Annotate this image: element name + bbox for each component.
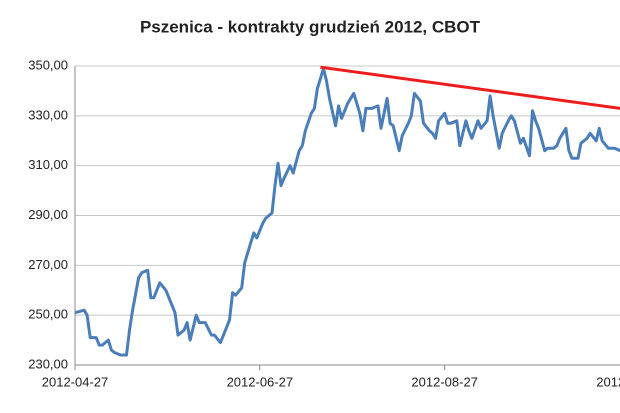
y-tick-label: 290,00	[28, 207, 68, 222]
trend-line	[320, 65, 620, 110]
x-tick-label: 2012-04-27	[42, 374, 109, 389]
y-tick-label: 270,00	[28, 257, 68, 272]
x-tick-label: 2012-06-27	[227, 374, 294, 389]
y-tick-label: 330,00	[28, 107, 68, 122]
y-tick-label: 350,00	[28, 57, 68, 72]
y-tick-label: 230,00	[28, 356, 68, 371]
x-tick-label: 2012-08-27	[411, 374, 478, 389]
y-tick-label: 310,00	[28, 157, 68, 172]
y-tick-label: 250,00	[28, 307, 68, 322]
x-tick-label: 2012-10-27	[596, 374, 620, 389]
data-line	[74, 67, 620, 357]
chart-title: Pszenica - kontrakty grudzień 2012, CBOT	[140, 17, 481, 36]
